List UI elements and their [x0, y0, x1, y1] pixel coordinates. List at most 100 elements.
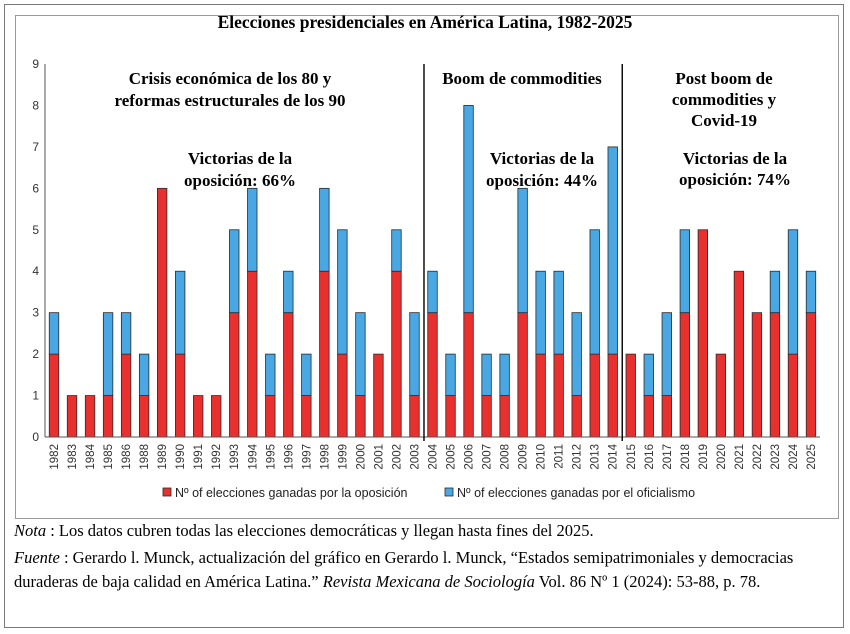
- bar-officialism: [247, 187, 258, 272]
- bar-officialism: [589, 229, 600, 355]
- x-tick-label: 2012: [572, 444, 584, 470]
- bar-officialism: [445, 353, 456, 396]
- fuente-text: : Gerardo l. Munck, actualización del gr…: [14, 548, 794, 591]
- bar-opposition: [751, 312, 763, 438]
- bar-opposition: [193, 395, 204, 438]
- bar-opposition: [157, 187, 168, 438]
- annotation-period-1: reformas estructurales de los 90: [114, 91, 345, 110]
- bar-opposition: [427, 312, 438, 438]
- x-tick-label: 2003: [409, 444, 421, 470]
- x-tick-label: 1999: [337, 444, 349, 470]
- x-tick-label: 1988: [139, 444, 151, 470]
- bar-officialism: [229, 229, 240, 314]
- fuente-journal: Revista Mexicana de Sociología: [322, 572, 535, 591]
- bar-opposition: [769, 312, 781, 438]
- legend-swatch: [444, 487, 454, 497]
- x-tick-label: 1993: [229, 444, 241, 470]
- bar-opposition: [463, 312, 474, 438]
- bar-officialism: [427, 270, 438, 314]
- bar-opposition: [481, 395, 492, 438]
- bar-officialism: [391, 229, 402, 272]
- bar-officialism: [301, 353, 312, 396]
- y-tick-label: 9: [32, 57, 39, 71]
- bar-opposition: [553, 353, 564, 438]
- x-tick-label: 1989: [157, 444, 169, 470]
- bar-opposition: [301, 395, 312, 438]
- x-tick-label: 1992: [211, 444, 223, 470]
- bar-opposition: [643, 395, 654, 438]
- bar-opposition: [697, 229, 708, 438]
- bar-opposition: [66, 395, 78, 438]
- annotation-period-3: Covid-19: [691, 111, 757, 130]
- bar-opposition: [355, 395, 366, 438]
- bar-officialism: [517, 187, 528, 314]
- annotation-period-3: Post boom de: [675, 69, 773, 88]
- annotation-victories-3: oposición: 74%: [679, 170, 791, 189]
- x-tick-label: 2005: [446, 444, 458, 470]
- y-tick-label: 0: [32, 430, 39, 444]
- annotation-period-3: commodities y: [672, 90, 777, 109]
- bar-officialism: [355, 312, 366, 396]
- bar-opposition: [319, 270, 330, 438]
- bar-officialism: [571, 312, 582, 396]
- x-tick-label: 2021: [734, 444, 746, 470]
- fuente-label: Fuente: [14, 548, 60, 567]
- x-tick-label: 2016: [644, 444, 656, 470]
- bar-officialism: [463, 105, 474, 314]
- annotation-victories-1: Victorias de la: [188, 149, 293, 168]
- bar-officialism: [319, 187, 330, 272]
- y-tick-label: 7: [32, 140, 39, 154]
- x-tick-label: 1995: [265, 444, 277, 470]
- bar-opposition: [247, 270, 258, 438]
- bar-opposition: [679, 312, 690, 438]
- bar-officialism: [175, 270, 186, 355]
- bar-officialism: [607, 146, 618, 355]
- bar-officialism: [102, 312, 114, 396]
- bar-opposition: [265, 395, 276, 438]
- bar-opposition: [211, 395, 222, 438]
- annotation-victories-3: Victorias de la: [683, 149, 788, 168]
- bar-opposition: [391, 270, 402, 438]
- bar-opposition: [589, 353, 600, 438]
- bar-officialism: [337, 229, 348, 355]
- x-tick-label: 1983: [67, 444, 79, 470]
- bar-opposition: [715, 353, 727, 438]
- x-tick-label: 2015: [626, 444, 638, 470]
- x-tick-label: 1986: [121, 444, 133, 470]
- fuente-paragraph: Fuente : Gerardo l. Munck, actualización…: [14, 546, 834, 594]
- x-tick-label: 1982: [49, 444, 61, 470]
- bar-opposition: [102, 395, 114, 438]
- y-tick-label: 4: [32, 264, 39, 278]
- bar-opposition: [373, 353, 384, 438]
- x-tick-label: 2019: [698, 444, 710, 470]
- bar-opposition: [607, 353, 618, 438]
- chart-svg: 0 1 2 3 4 5 6 7 8 9 1982 1983 1984 1985 1986 1988 1989 19…: [32, 57, 820, 500]
- nota-line: Nota : Los datos cubren todas las elecci…: [14, 519, 834, 543]
- fuente-tail: Vol. 86 Nº 1 (2024): 53-88, p. 78.: [534, 572, 761, 591]
- bar-officialism: [48, 312, 60, 355]
- x-tick-label: 2020: [716, 444, 728, 470]
- nota-label: Nota: [14, 521, 47, 540]
- nota-text: : Los datos cubren todas las elecciones …: [46, 521, 594, 540]
- bar-officialism: [409, 312, 420, 396]
- bar-officialism: [265, 353, 276, 396]
- x-tick-label: 2006: [464, 444, 476, 470]
- x-tick-label: 2001: [373, 444, 385, 470]
- bar-officialism: [499, 353, 510, 396]
- x-tick-label: 2023: [770, 444, 782, 470]
- y-tick-label: 3: [32, 306, 39, 320]
- y-tick-label: 1: [32, 389, 39, 403]
- bar-opposition: [445, 395, 456, 438]
- y-tick-label: 2: [32, 347, 39, 361]
- bar-officialism: [283, 270, 294, 314]
- x-tick-label: 1998: [319, 444, 331, 470]
- legend-label: Nº of elecciones ganadas por la oposició…: [175, 486, 408, 500]
- bar-opposition: [229, 312, 240, 438]
- x-tick-label: 1994: [247, 443, 259, 469]
- x-tick-label: 2014: [608, 443, 620, 469]
- bar-officialism: [553, 270, 564, 355]
- y-tick-label: 5: [32, 223, 39, 237]
- x-tick-label: 2017: [662, 444, 674, 470]
- y-tick-label: 6: [32, 181, 39, 195]
- x-tick-label: 2009: [518, 444, 530, 470]
